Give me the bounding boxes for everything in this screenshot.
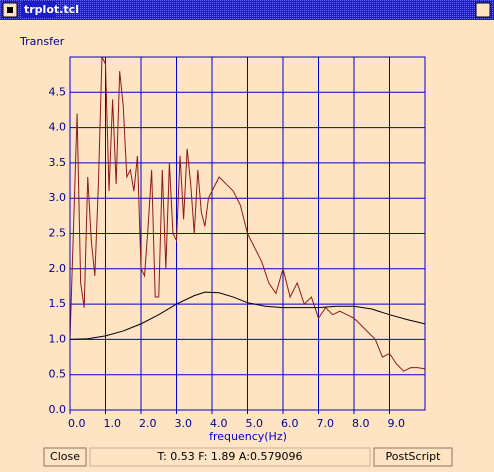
status-field (89, 447, 371, 467)
x-tick-label: 6.0 (281, 417, 299, 430)
y-tick-label: 2.0 (49, 262, 67, 275)
window-menu-icon (7, 7, 13, 13)
x-tick-label: 9.0 (388, 417, 406, 430)
x-tick-label: 7.0 (317, 417, 335, 430)
y-tick-label: 2.5 (49, 227, 67, 240)
x-axis-label: frequency(Hz) (209, 430, 287, 443)
close-button-label[interactable]: Close (50, 450, 80, 463)
x-tick-label: 5.0 (246, 417, 264, 430)
x-tick-label: 1.0 (104, 417, 122, 430)
postscript-button-label[interactable]: PostScript (386, 450, 442, 463)
window-title: trplot.tcl (24, 3, 79, 16)
plot-frame (69, 56, 426, 411)
x-tick-label: 3.0 (175, 417, 193, 430)
postscript-button[interactable] (373, 447, 453, 467)
y-tick-label: 0.5 (49, 368, 67, 381)
series-line (70, 57, 425, 372)
window-close-button[interactable] (475, 2, 491, 18)
x-tick-label: 8.0 (352, 417, 370, 430)
status-text: T: 0.53 F: 1.89 A:0.579096 (157, 450, 303, 463)
series-line (70, 291, 425, 340)
plot: 0.0 1.0 2.0 3.0 4.0 5.0 6.0 7.0 8.0 9.0 0.0 0.5 1.0 1… (49, 57, 425, 430)
y-tick-label: 3.5 (49, 156, 67, 169)
y-tick-label: 4.0 (49, 121, 67, 134)
close-button[interactable] (43, 447, 87, 467)
title-bar (0, 0, 494, 20)
y-tick-label: 1.5 (49, 297, 67, 310)
y-tick-label: 4.5 (49, 85, 67, 98)
x-tick-label: 4.0 (210, 417, 228, 430)
y-tick-label: 1.0 (49, 332, 67, 345)
series-group (70, 57, 425, 372)
chart-title: Transfer (19, 35, 65, 48)
y-tick-label: 3.0 (49, 191, 67, 204)
x-tick-label: 2.0 (139, 417, 157, 430)
x-tick-label: 0.0 (68, 417, 86, 430)
y-tick-label: 0.0 (49, 403, 67, 416)
title-backdrop (22, 2, 56, 18)
